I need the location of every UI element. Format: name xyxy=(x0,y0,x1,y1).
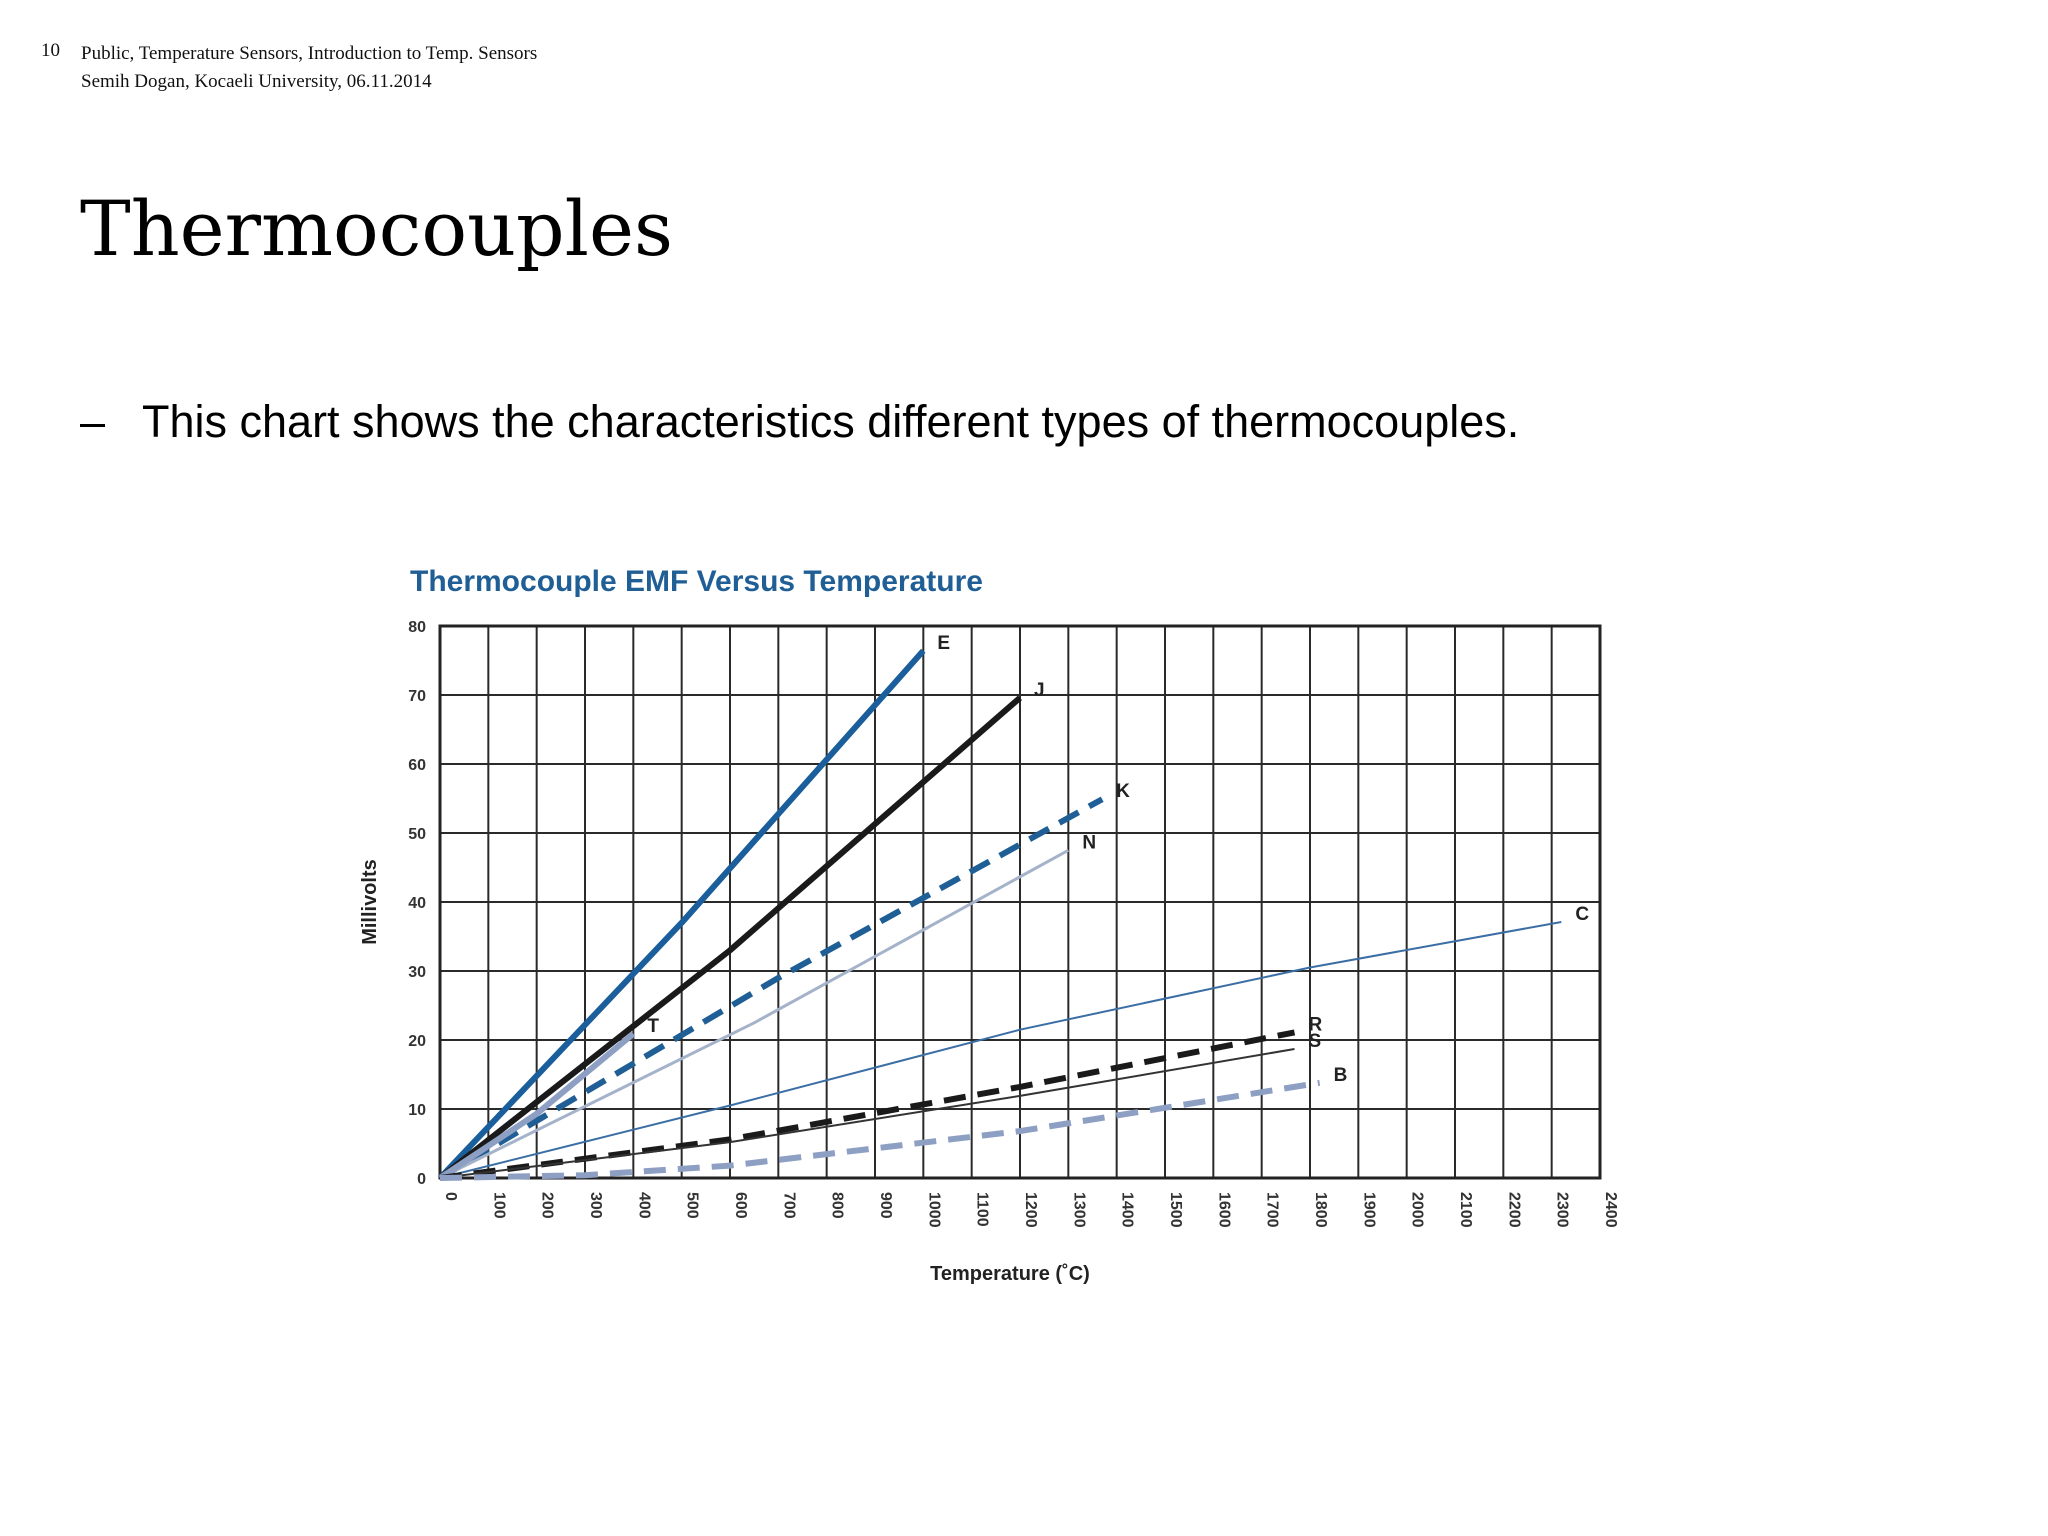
series-line-C xyxy=(439,921,1562,1179)
x-tick-label: 100 xyxy=(490,1192,507,1219)
x-tick-label: 2200 xyxy=(1505,1192,1522,1228)
x-tick-label: 1500 xyxy=(1167,1192,1184,1228)
x-tick-label: 2100 xyxy=(1457,1192,1474,1228)
series-line-N xyxy=(439,848,1070,1180)
series-line-J xyxy=(438,695,1022,1181)
y-tick-label: 30 xyxy=(408,964,426,981)
bullet-dash: – xyxy=(80,396,106,447)
series-label-K: K xyxy=(1116,781,1130,802)
x-tick-label: 1000 xyxy=(925,1192,942,1228)
x-tick-label: 600 xyxy=(732,1192,749,1219)
bullet-point: – This chart shows the characteristics di… xyxy=(80,396,1519,448)
series-label-B: B xyxy=(1334,1065,1348,1086)
y-tick-label: 80 xyxy=(408,619,426,636)
series-line-R xyxy=(439,1029,1296,1181)
meta-line-author: Semih Dogan, Kocaeli University, 06.11.2… xyxy=(81,71,432,92)
series-label-R: R xyxy=(1309,1014,1323,1035)
x-tick-label: 400 xyxy=(635,1192,652,1219)
x-tick-label: 0 xyxy=(442,1192,459,1201)
y-tick-label: 10 xyxy=(408,1102,426,1119)
series-label-J: J xyxy=(1034,680,1045,701)
series-label-T: T xyxy=(647,1016,659,1037)
y-tick-label: 20 xyxy=(408,1033,426,1050)
chart-title: Thermocouple EMF Versus Temperature xyxy=(410,565,983,598)
x-tick-label: 700 xyxy=(780,1192,797,1219)
x-tick-label: 1700 xyxy=(1264,1192,1281,1228)
y-axis-ticks: 0 10 20 30 40 50 60 70 80 xyxy=(408,619,426,1188)
series-line-E xyxy=(437,648,926,1181)
x-tick-label: 500 xyxy=(684,1192,701,1219)
x-tick-label: 200 xyxy=(539,1192,556,1219)
y-tick-label: 50 xyxy=(408,826,426,843)
x-axis-label: Temperature (˚C) xyxy=(930,1262,1090,1285)
series-line-T xyxy=(438,1031,636,1181)
x-tick-label: 2000 xyxy=(1409,1192,1426,1228)
plot-frame xyxy=(438,624,1602,1180)
x-axis-ticks: 0 100 200 300 400 500 600 700 800 900 1000 1100 1200… xyxy=(442,1192,1619,1228)
series-label-C: C xyxy=(1575,904,1589,925)
series-line-S xyxy=(439,1048,1295,1179)
y-axis-label: Millivolts xyxy=(359,859,381,945)
series-line-K xyxy=(438,796,1104,1181)
x-tick-label: 900 xyxy=(877,1192,894,1219)
y-tick-label: 40 xyxy=(408,895,426,912)
y-tick-label: 60 xyxy=(408,757,426,774)
slide-title: Thermocouples xyxy=(80,184,673,273)
x-tick-label: 1900 xyxy=(1360,1192,1377,1228)
x-tick-label: 1200 xyxy=(1022,1192,1039,1228)
bullet-text: This chart shows the characteristics dif… xyxy=(142,396,1520,447)
x-tick-label: 2400 xyxy=(1602,1192,1619,1228)
y-tick-label: 0 xyxy=(417,1171,426,1188)
meta-line-course: Public, Temperature Sensors, Introductio… xyxy=(81,43,538,64)
series-label-E: E xyxy=(937,633,950,654)
x-tick-label: 1300 xyxy=(1070,1192,1087,1228)
x-tick-label: 300 xyxy=(587,1192,604,1219)
chart-grid xyxy=(438,624,1602,1180)
slide-meta: Public, Temperature Sensors, Introductio… xyxy=(81,40,537,96)
series-label-S: S xyxy=(1309,1031,1322,1052)
x-tick-label: 1400 xyxy=(1119,1192,1136,1228)
x-tick-label: 800 xyxy=(829,1192,846,1219)
y-tick-label: 70 xyxy=(408,688,426,705)
page-number: 10 xyxy=(41,40,60,61)
x-tick-label: 2300 xyxy=(1554,1192,1571,1228)
x-tick-label: 1100 xyxy=(974,1192,991,1227)
x-tick-label: 1600 xyxy=(1215,1192,1232,1228)
series-line-B xyxy=(439,1079,1321,1181)
chart-series: E J K N T C RSB xyxy=(437,633,1589,1181)
series-label-N: N xyxy=(1082,832,1096,853)
x-tick-label: 1800 xyxy=(1312,1192,1329,1228)
